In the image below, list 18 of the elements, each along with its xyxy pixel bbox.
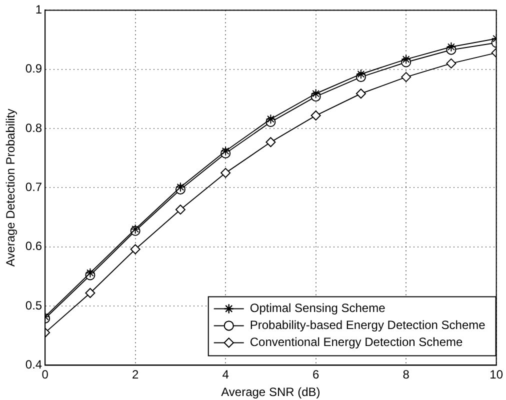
x-tick-label: 4 [222,368,230,382]
x-tick-label: 8 [402,368,410,382]
x-axis-title: Average SNR (dB) [221,385,320,400]
y-tick-label: 0.7 [25,180,42,194]
x-tick-label: 2 [132,368,139,382]
y-tick-label: 0.9 [25,62,42,76]
y-axis-title: Average Detection Probability [4,108,18,267]
x-tick-label: 0 [42,368,49,382]
legend-label: Optimal Sensing Scheme [250,301,386,316]
y-tick-label: 1 [35,2,42,17]
x-tick-label: 6 [312,368,320,382]
y-tick-label: 0.4 [25,358,42,372]
y-tick-label: 0.5 [25,298,42,312]
y-tick-label: 0.6 [25,239,42,254]
y-tick-label: 0.8 [25,120,42,135]
x-tick-label: 10 [490,368,504,382]
legend-label: Probability-based Energy Detection Scheme [250,318,486,332]
legend-label: Conventional Energy Detection Scheme [250,335,463,350]
